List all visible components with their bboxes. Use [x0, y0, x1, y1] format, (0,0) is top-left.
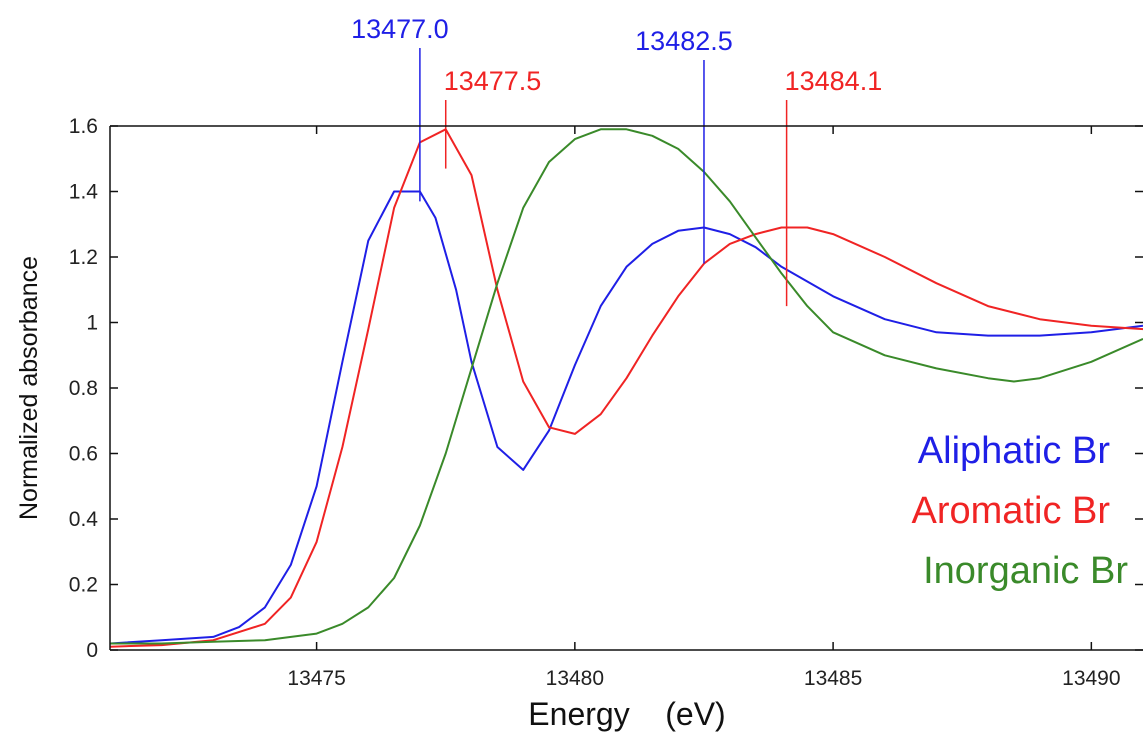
legend-entry-aliphatic-br: Aliphatic Br	[918, 430, 1111, 472]
peak-label-13482-5: 13482.5	[635, 26, 733, 56]
x-tick-label-2: 13485	[804, 667, 862, 690]
x-axis-title: Energy (eV)	[528, 696, 725, 732]
y-tick-label-1: 0.2	[69, 574, 98, 597]
y-tick-label-0: 0	[86, 639, 98, 662]
y-tick-label-6: 1.2	[69, 246, 98, 269]
y-tick-label-4: 0.8	[69, 377, 98, 400]
y-tick-label-8: 1.6	[69, 115, 98, 138]
y-tick-label-7: 1.4	[69, 181, 99, 204]
series-line-aliphatic-br	[110, 190, 1143, 645]
legend-entry-inorganic-br: Inorganic Br	[923, 550, 1128, 592]
y-tick-label-3: 0.6	[69, 443, 98, 466]
peak-label-13484-1: 13484.1	[785, 66, 883, 96]
x-tick-label-1: 13480	[546, 667, 604, 690]
x-tick-label-0: 13475	[287, 667, 345, 690]
y-tick-label-5: 1	[86, 312, 98, 335]
series-line-inorganic-br	[110, 128, 1143, 645]
series-line-aromatic-br	[110, 128, 1143, 648]
peak-label-13477-0: 13477.0	[351, 14, 449, 44]
legend-entry-aromatic-br: Aromatic Br	[912, 490, 1111, 532]
y-axis-title: Normalized absorbance	[15, 256, 43, 520]
y-tick-label-2: 0.4	[69, 508, 99, 531]
peak-label-13477-5: 13477.5	[444, 66, 542, 96]
x-tick-label-3: 13490	[1062, 667, 1120, 690]
